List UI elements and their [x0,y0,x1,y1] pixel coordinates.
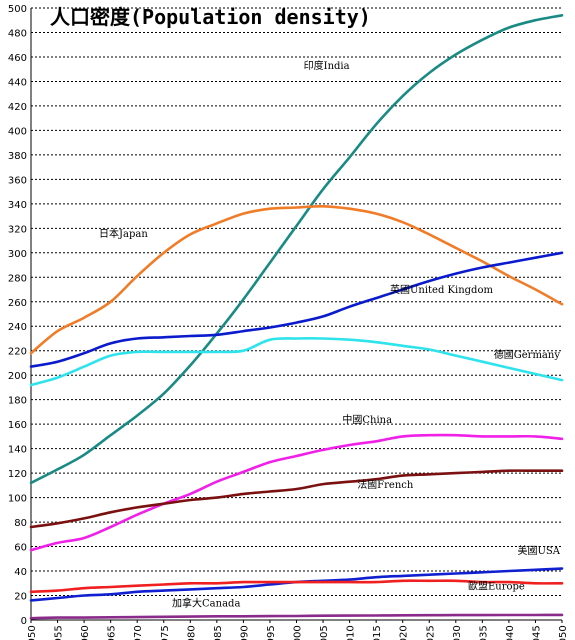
y-tick-label: 440 [8,77,27,88]
y-tick-label: 240 [8,322,27,333]
series-annotations: 印度India 日本Japan 英國United Kingdom 德國Germany 中… [99,59,561,609]
series-line [29,469,564,529]
series-label: 中國China [342,413,392,426]
y-tick-label: 400 [8,126,27,137]
y-tick-label: 460 [8,53,27,64]
x-tick-label: 2040 [505,625,516,640]
series-line [29,433,564,552]
y-tick-label: 140 [8,445,27,456]
y-tick-label: 180 [8,396,27,407]
x-tick-label: 2035 [478,625,489,640]
series-line [29,204,564,355]
y-tick-label: 300 [8,249,27,260]
x-tick-label: 2050 [558,625,569,640]
x-tick-label: 2010 [346,625,357,640]
x-tick-label: 1965 [107,625,118,640]
series-label: 印度India [304,59,350,72]
y-tick-label: 0 [21,616,27,627]
y-tick-label: 360 [8,175,27,186]
grid [31,7,562,597]
chart-title: 人口密度(Population density) [50,5,371,29]
axes: 0204060801001201401601802002202402602803… [8,4,569,640]
y-tick-label: 320 [8,224,27,235]
series-label: 歐盟Europe [468,579,525,592]
series-line [29,579,564,594]
y-tick-label: 100 [8,494,27,505]
y-tick-label: 500 [8,4,27,15]
series-label: 日本Japan [99,227,148,240]
x-tick-label: 1950 [27,625,38,640]
series-lines [29,14,564,620]
y-tick-label: 420 [8,102,27,113]
x-tick-label: 1970 [133,625,144,640]
x-tick-label: 2000 [293,625,304,640]
x-tick-label: 1990 [239,625,250,640]
y-tick-label: 160 [8,420,27,431]
x-tick-label: 1980 [186,625,197,640]
y-tick-label: 280 [8,273,27,284]
y-tick-label: 380 [8,151,27,162]
x-tick-label: 1985 [213,625,224,640]
x-tick-label: 2045 [531,625,542,640]
series-label: 美國USA [518,544,561,557]
x-tick-label: 2020 [399,625,410,640]
y-tick-label: 60 [14,543,27,554]
x-tick-label: 1995 [266,625,277,640]
y-tick-label: 120 [8,469,27,480]
series-label: 英國United Kingdom [390,283,494,296]
series-label: 加拿大Canada [172,597,240,610]
series-line [29,251,564,368]
y-tick-label: 20 [14,592,27,603]
series-label: 德國Germany [494,348,561,361]
x-tick-label: 1955 [54,625,65,640]
x-tick-label: 2025 [425,625,436,640]
x-tick-label: 2005 [319,625,330,640]
y-tick-label: 220 [8,347,27,358]
series-line [29,14,564,485]
y-tick-label: 200 [8,371,27,382]
series-line [29,613,564,620]
y-tick-label: 80 [14,518,27,529]
x-tick-label: 2015 [372,625,383,640]
y-tick-label: 40 [14,567,27,578]
y-tick-label: 480 [8,28,27,39]
y-tick-label: 260 [8,298,27,309]
x-tick-label: 1975 [160,625,171,640]
x-tick-label: 2030 [452,625,463,640]
x-tick-label: 1960 [80,625,91,640]
series-line [29,337,564,387]
series-label: 法國French [357,478,414,491]
y-tick-label: 340 [8,200,27,211]
